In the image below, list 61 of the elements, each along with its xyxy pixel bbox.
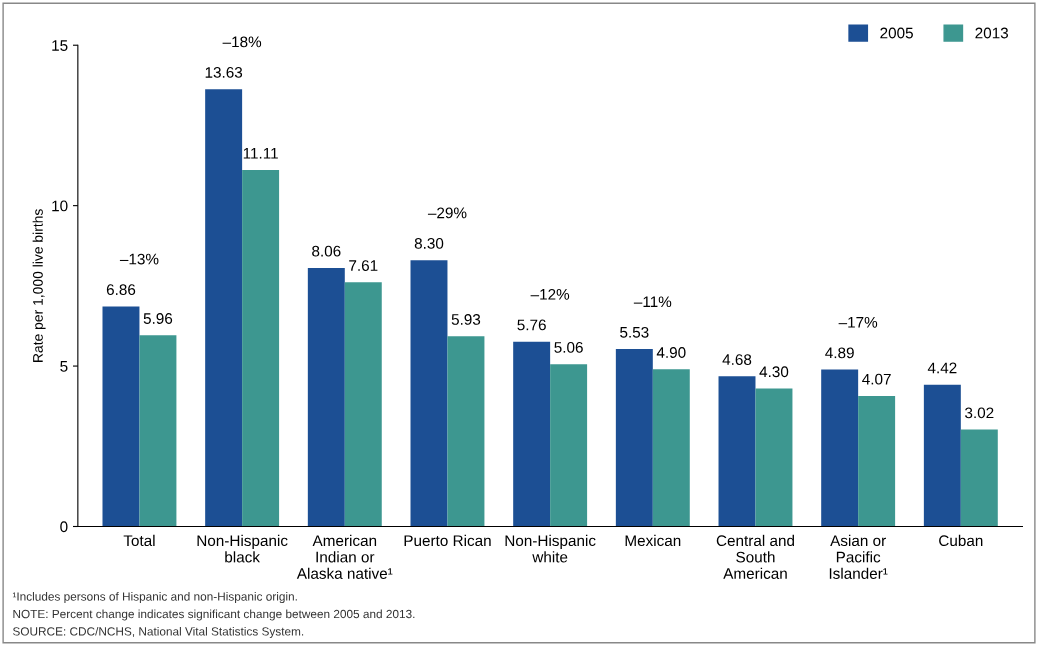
annotation: –11% xyxy=(633,296,672,308)
bar xyxy=(102,306,140,527)
annotation: –18% xyxy=(222,36,262,48)
x-tick-label: American Indian or Alaska native¹ xyxy=(296,534,393,579)
x-tick-label: Puerto Rican xyxy=(404,534,491,547)
data-label: 5.53 xyxy=(620,326,649,338)
bar xyxy=(344,282,382,527)
y-tick-label: 0 xyxy=(60,521,68,533)
data-label: 4.90 xyxy=(656,347,686,358)
bar xyxy=(242,170,280,527)
y-tick-label: 10 xyxy=(52,200,68,212)
data-label: 8.30 xyxy=(414,238,444,249)
bar xyxy=(718,376,756,527)
legend-label: 2005 xyxy=(880,27,913,39)
bar xyxy=(652,369,690,527)
y-tick-label: 15 xyxy=(52,40,68,51)
bar xyxy=(307,267,345,527)
data-label: 4.89 xyxy=(825,347,854,359)
x-tick-label: Total xyxy=(123,534,155,547)
data-label: 5.76 xyxy=(517,319,546,331)
annotation: –29% xyxy=(427,207,467,219)
data-label: 7.61 xyxy=(349,260,378,271)
data-label: 4.07 xyxy=(862,373,891,385)
bar xyxy=(447,336,485,527)
x-tick-label: Mexican xyxy=(625,534,681,547)
bar xyxy=(205,89,243,527)
bar xyxy=(755,388,793,527)
data-label: 4.42 xyxy=(927,362,957,374)
bar xyxy=(615,349,653,527)
x-tick-label: Non-Hispanic white xyxy=(505,534,596,563)
data-label: 3.02 xyxy=(965,407,994,419)
data-label: 4.30 xyxy=(759,366,789,378)
bar xyxy=(821,369,859,527)
annotation: –13% xyxy=(119,253,159,265)
bar xyxy=(923,384,961,527)
annotation: –12% xyxy=(530,288,570,300)
y-axis-title: Rate per 1,000 live births xyxy=(32,209,46,362)
data-label: 6.86 xyxy=(106,284,136,296)
data-label: 13.63 xyxy=(205,67,243,78)
data-label: 5.06 xyxy=(554,341,583,353)
x-tick-label: Central and South American xyxy=(716,534,794,579)
bar xyxy=(550,364,588,527)
bar xyxy=(858,395,896,527)
text: NOTE: Percent change indicates significant change between 2005 and 2013. xyxy=(13,609,415,621)
x-tick-label: Asian or Pacific Islander¹ xyxy=(829,534,888,579)
legend-label: 2013 xyxy=(975,27,1009,39)
bar xyxy=(410,260,448,527)
text: ¹Includes persons of Hispanic and non-Hispanic origin. xyxy=(12,592,297,604)
data-label: 4.68 xyxy=(722,354,752,365)
data-label: 5.96 xyxy=(143,313,173,324)
annotation: –17% xyxy=(838,316,878,328)
x-tick-label: Non-Hispanic black xyxy=(197,534,288,563)
data-label: 8.06 xyxy=(312,245,341,257)
data-label: 5.93 xyxy=(451,314,481,325)
y-tick-label: 5 xyxy=(60,361,68,372)
x-tick-label: Cuban xyxy=(939,534,983,547)
bar xyxy=(513,341,551,527)
data-label: 11.11 xyxy=(243,148,278,159)
bar xyxy=(139,335,177,527)
source-note: SOURCE: CDC/NCHS, National Vital Statistics System. xyxy=(12,626,304,638)
bar xyxy=(960,429,998,527)
